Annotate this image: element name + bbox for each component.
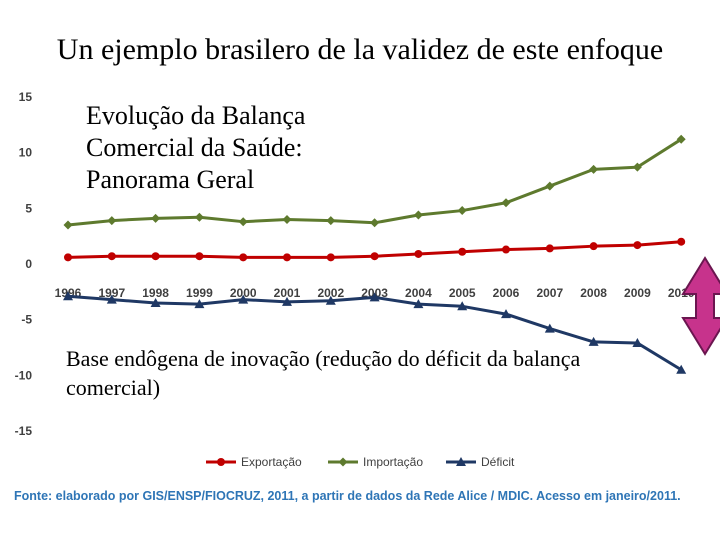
data-point xyxy=(338,457,348,467)
data-point xyxy=(414,249,423,258)
data-point xyxy=(501,309,511,319)
data-point xyxy=(456,457,466,466)
series-1 xyxy=(64,237,686,262)
x-axis-labels: 1996199719981999200020012002200320042005… xyxy=(55,286,695,300)
data-point xyxy=(589,242,598,251)
x-tick-label: 1998 xyxy=(142,286,169,300)
x-tick-label: 2009 xyxy=(624,286,651,300)
data-point xyxy=(63,291,73,301)
data-point xyxy=(676,364,687,374)
data-point xyxy=(63,220,73,230)
x-tick-label: 2008 xyxy=(580,286,607,300)
legend-item: Importação xyxy=(328,455,423,469)
data-point xyxy=(150,297,161,307)
y-tick-label: 5 xyxy=(25,201,32,215)
data-point xyxy=(545,244,554,253)
data-point xyxy=(283,253,291,262)
data-point xyxy=(501,198,511,208)
data-point xyxy=(238,217,248,227)
data-point xyxy=(151,252,160,261)
legend-item: Déficit xyxy=(446,455,515,469)
y-tick-label: -10 xyxy=(15,368,33,382)
y-tick-label: 0 xyxy=(25,257,32,271)
data-point xyxy=(326,216,336,226)
data-point xyxy=(545,181,555,191)
source-note: Fonte: elaborado por GIS/ENSP/FIOCRUZ, 2… xyxy=(14,489,681,503)
data-point xyxy=(589,164,599,174)
data-point xyxy=(413,299,424,309)
data-point xyxy=(458,247,467,256)
data-point xyxy=(64,253,72,262)
x-tick-label: 2005 xyxy=(449,286,476,300)
data-point xyxy=(633,241,642,250)
data-point xyxy=(107,216,117,226)
data-point xyxy=(194,299,205,309)
data-point xyxy=(457,301,468,311)
x-tick-label: 2006 xyxy=(493,286,520,300)
y-tick-label: 15 xyxy=(19,90,33,104)
data-point xyxy=(151,213,161,223)
data-point xyxy=(370,218,380,228)
series-layer xyxy=(63,134,687,374)
data-point xyxy=(588,336,599,346)
data-point xyxy=(325,295,336,305)
x-tick-label: 2001 xyxy=(274,286,301,300)
data-point xyxy=(502,245,510,254)
x-tick-label: 1999 xyxy=(186,286,213,300)
data-point xyxy=(413,210,423,220)
data-point xyxy=(457,206,467,216)
x-tick-label: 2000 xyxy=(230,286,257,300)
data-point xyxy=(370,252,379,261)
data-point xyxy=(369,292,380,302)
x-tick-label: 2004 xyxy=(405,286,432,300)
data-point xyxy=(282,296,292,306)
series-3 xyxy=(63,291,687,374)
data-point xyxy=(677,237,686,246)
legend: Exportação Importação Déficit xyxy=(206,455,515,469)
data-point xyxy=(106,294,117,304)
data-point xyxy=(107,252,116,261)
slide-title: Un ejemplo brasilero de la validez de es… xyxy=(56,33,664,66)
legend-label: Importação xyxy=(363,455,423,469)
y-tick-label: -5 xyxy=(21,313,32,327)
data-point xyxy=(676,134,686,144)
legend-label: Déficit xyxy=(481,455,515,469)
x-tick-label: 1997 xyxy=(98,286,125,300)
data-point xyxy=(239,253,248,262)
legend-item: Exportação xyxy=(206,455,302,469)
x-tick-label: 2002 xyxy=(317,286,344,300)
y-axis: 15 10 5 0 -5 -10 -15 xyxy=(15,90,33,438)
data-point xyxy=(632,162,642,172)
annotation-text: Base endôgena de inovação (redução do dé… xyxy=(66,346,581,400)
data-point xyxy=(326,253,335,262)
data-point xyxy=(238,294,249,304)
y-tick-label: -15 xyxy=(15,424,33,438)
x-tick-label: 2007 xyxy=(536,286,563,300)
data-point xyxy=(282,214,292,224)
double-arrow-icon xyxy=(681,256,720,356)
data-point xyxy=(632,338,643,348)
data-point xyxy=(194,212,204,222)
series-2 xyxy=(63,134,686,230)
data-point xyxy=(217,458,225,466)
y-tick-label: 10 xyxy=(19,146,33,160)
legend-label: Exportação xyxy=(241,455,302,469)
chart-subtitle: Evolução da Balança Comercial da Saúde: … xyxy=(86,101,306,194)
data-point xyxy=(195,252,204,261)
data-point xyxy=(544,323,555,333)
